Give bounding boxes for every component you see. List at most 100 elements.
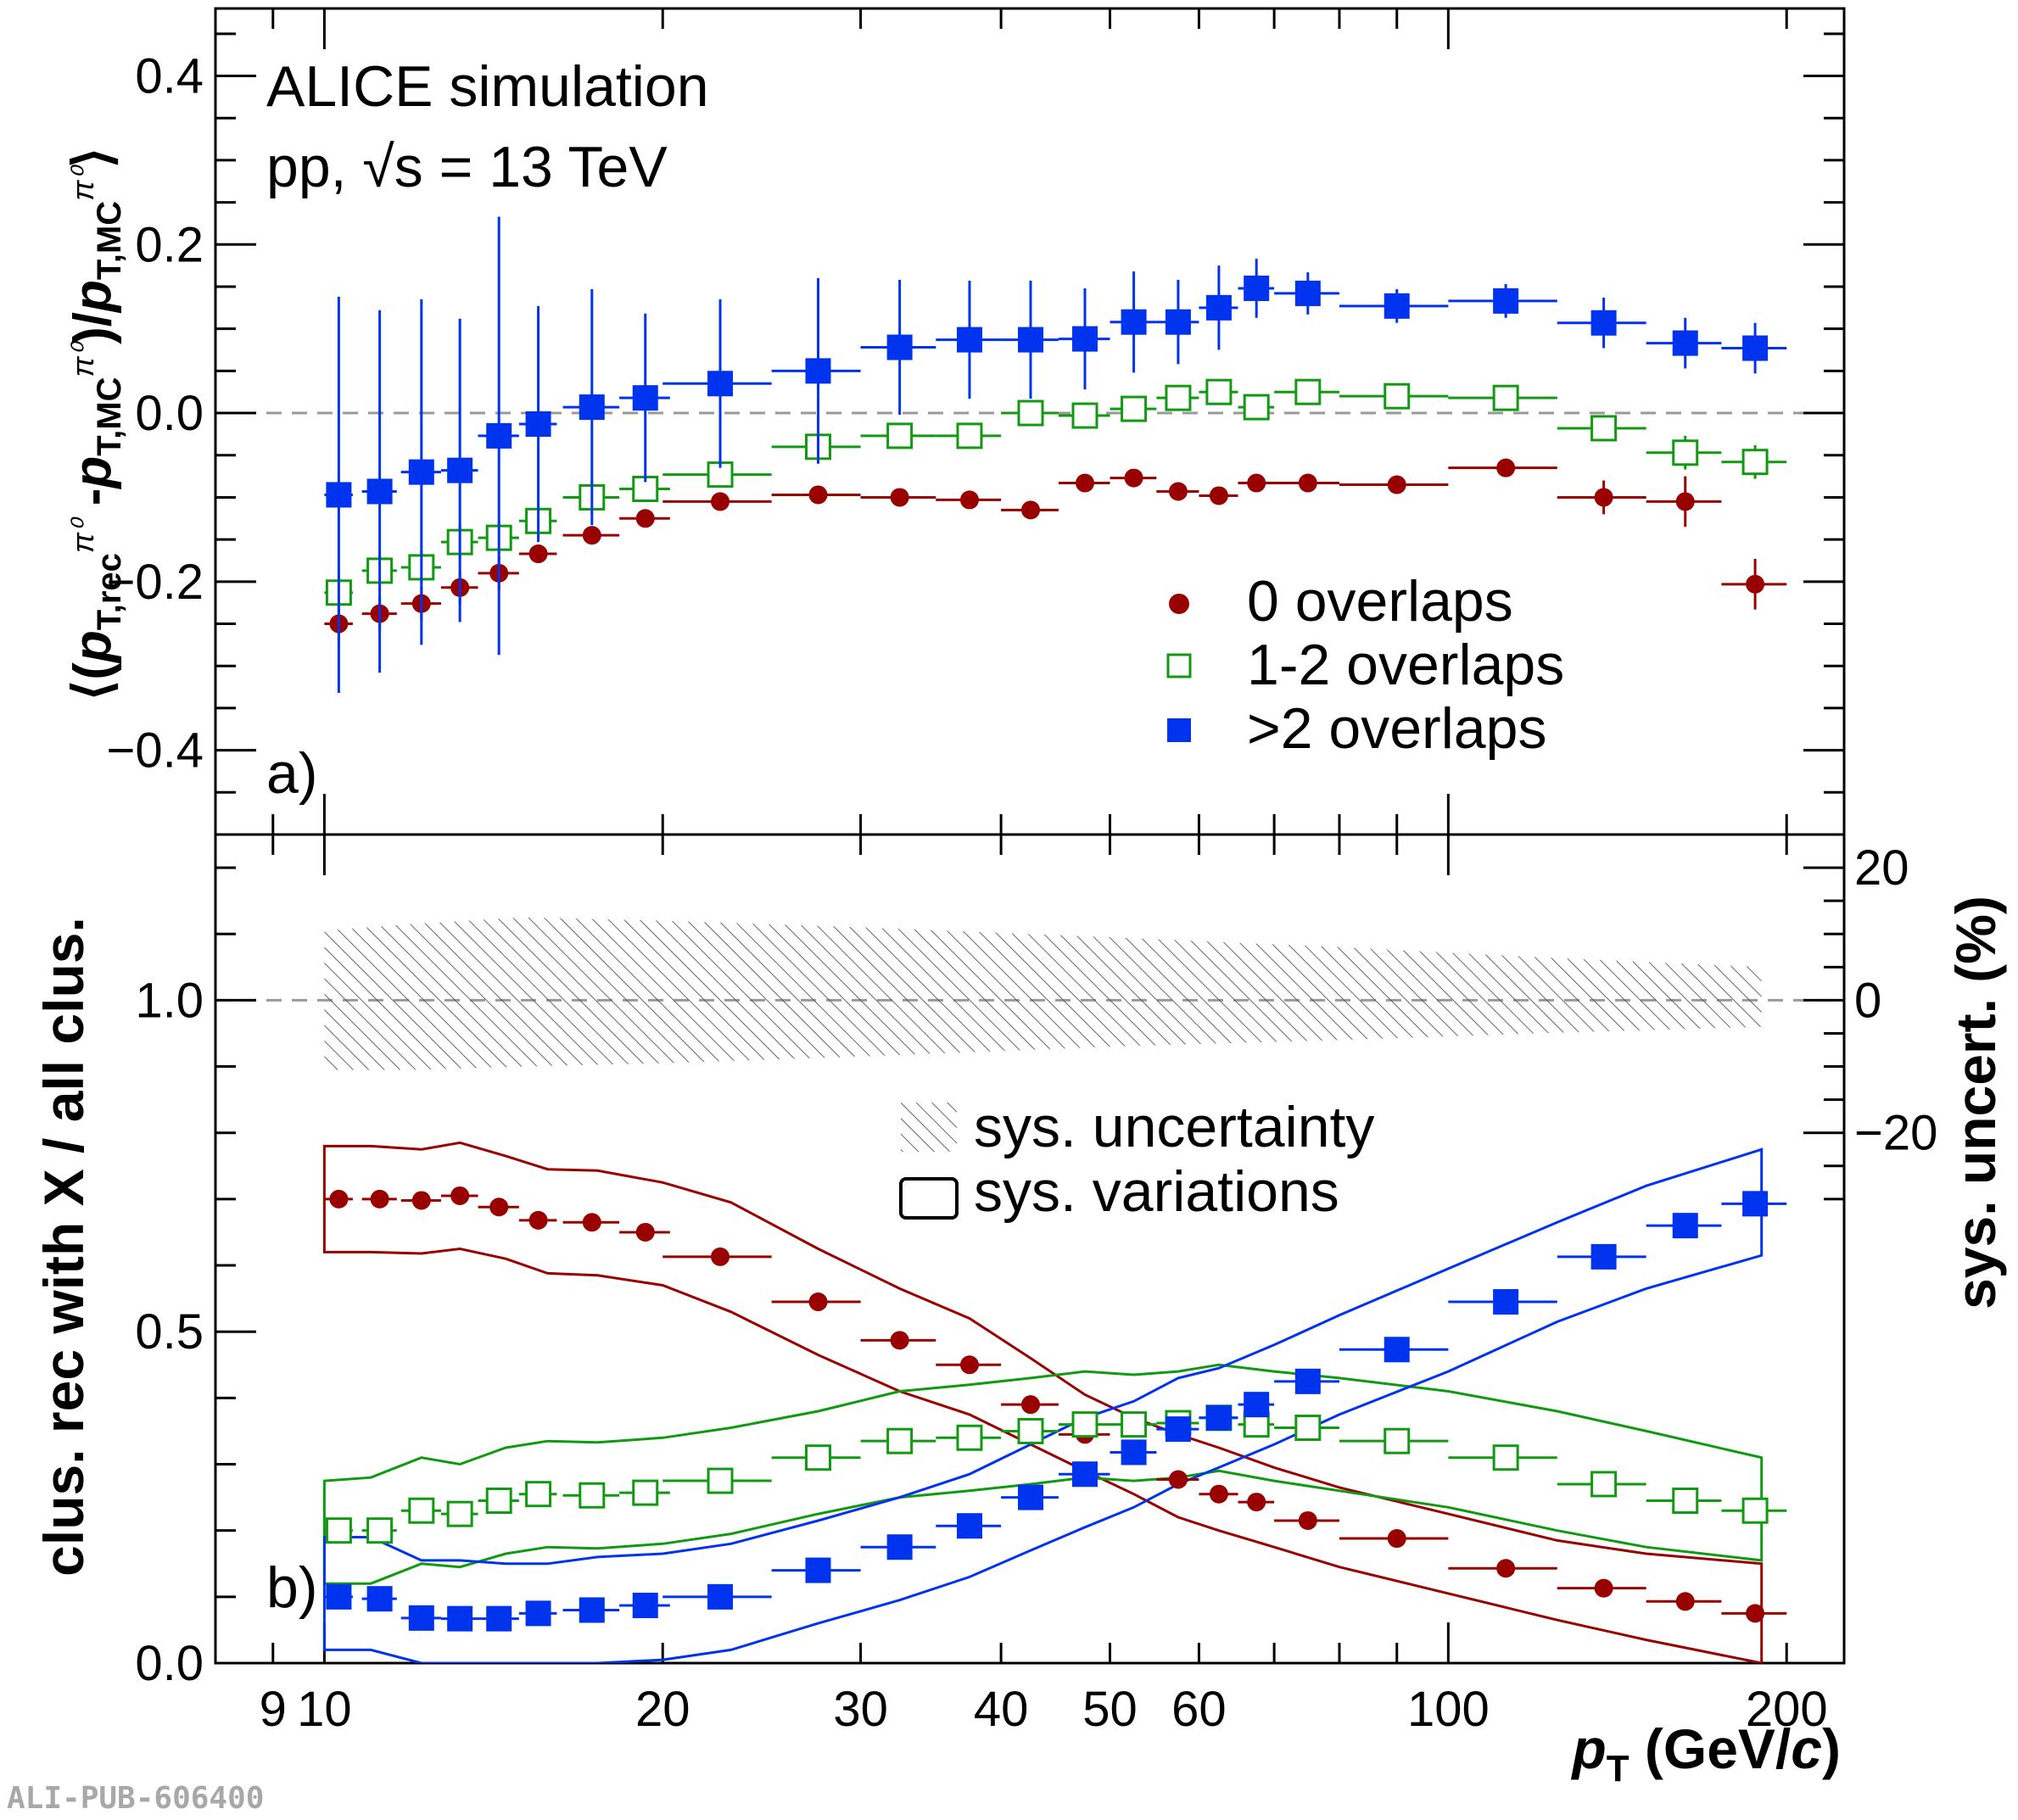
data-point (707, 371, 734, 397)
data-point (366, 1586, 393, 1612)
series-0-overlaps (324, 458, 1787, 641)
data-point (805, 1444, 832, 1471)
data-point (1247, 473, 1266, 493)
data-point (1672, 330, 1698, 356)
data-point (1244, 275, 1270, 301)
data-point (525, 1481, 552, 1508)
data-point (1672, 1213, 1698, 1239)
data-point (1165, 1416, 1191, 1443)
data-point (1590, 1471, 1618, 1498)
top-y-tick-label: −0.4 (107, 723, 204, 779)
x-tick-label: 40 (974, 1682, 1029, 1737)
data-point (408, 459, 434, 485)
svg-text:⟨(pT,recπ⁰ -pT,MCπ⁰)/pT,MCπ⁰⟩: ⟨(pT,recπ⁰ -pT,MCπ⁰)/pT,MCπ⁰⟩ (64, 148, 128, 701)
data-point (582, 1213, 601, 1232)
x-axis-title: pT (GeV/c) (1570, 1717, 1841, 1789)
data-point (635, 1222, 655, 1242)
top-panel-label: a) (266, 741, 317, 806)
legend-label-0-overlaps: 0 overlaps (1247, 569, 1513, 634)
data-point (1075, 473, 1094, 493)
data-point (408, 1497, 435, 1524)
data-point (1496, 1559, 1516, 1578)
legend-hatch-swatch (901, 1103, 957, 1152)
data-point (1017, 399, 1044, 427)
data-point (808, 485, 828, 505)
sys-uncertainty-band (324, 917, 1762, 1070)
x-tick-label: 50 (1082, 1682, 1138, 1737)
data-point (525, 410, 551, 437)
data-point (890, 488, 909, 507)
y2-tick-label: −20 (1854, 1106, 1937, 1161)
data-point (525, 1600, 551, 1627)
legend-label-sys-variations: sys. variations (974, 1159, 1339, 1224)
data-point (1121, 395, 1148, 422)
data-point (886, 1534, 913, 1560)
data-point (1387, 475, 1406, 494)
top-y-axis-title: ⟨(pT,recπ⁰ -pT,MCπ⁰)/pT,MCπ⁰⟩ (64, 148, 128, 701)
top-y-tick-label: −0.2 (107, 555, 204, 610)
data-point (1590, 1243, 1617, 1270)
data-point (1492, 1444, 1519, 1471)
legend-label-gt2-overlaps: >2 overlaps (1247, 696, 1546, 761)
legend-label-sys-uncertainty: sys. uncertainty (974, 1095, 1374, 1159)
top-y-tick-label: 0.0 (135, 386, 204, 441)
data-point (1672, 1488, 1699, 1515)
data-point (1742, 335, 1769, 361)
data-point (1165, 309, 1191, 335)
data-point (956, 422, 983, 449)
data-point (1492, 384, 1519, 411)
data-point (370, 1189, 389, 1209)
secondary-y-axis-title: sys. uncert. (%) (1944, 896, 2007, 1309)
data-point (956, 327, 982, 353)
data-point (1168, 1470, 1188, 1489)
data-point (486, 1605, 512, 1632)
bottom-y-axis-title: clus. rec with X / all clus. (32, 917, 95, 1577)
data-point (1496, 458, 1516, 477)
data-point (1165, 384, 1192, 411)
data-point (707, 1583, 734, 1610)
series-0-overlaps (324, 1186, 1787, 1623)
data-point (1594, 1578, 1613, 1598)
data-point (1124, 468, 1143, 488)
data-point (1294, 1368, 1321, 1394)
data-point (1121, 1411, 1148, 1438)
data-point (1168, 482, 1188, 501)
data-point (582, 526, 601, 545)
legend-box-swatch (899, 1177, 959, 1220)
sys-uncertainty-band-layer (324, 917, 1762, 1070)
data-point (579, 394, 605, 421)
bottom-y-tick-label: 0.0 (135, 1636, 204, 1691)
legend-marker-0-overlaps (1169, 594, 1189, 614)
data-point (366, 1517, 394, 1544)
sys-variation-envelope (322, 1141, 1764, 1663)
data-point (959, 490, 979, 510)
data-point (632, 385, 658, 411)
series-1-2-overlaps (324, 1404, 1787, 1544)
data-point (711, 492, 730, 511)
bottom-panel-frame (214, 833, 1846, 1665)
top-y-tick-label: 0.2 (135, 217, 204, 272)
legend-marker-gt2-overlaps (1167, 718, 1191, 742)
y2-tick-label: 20 (1854, 840, 1909, 896)
top-y-tick-label: 0.4 (135, 49, 204, 104)
data-point (1209, 486, 1228, 505)
x-tick-label: 60 (1171, 1682, 1227, 1737)
data-point (1020, 500, 1040, 520)
data-point (1205, 1404, 1232, 1431)
data-point (528, 1210, 548, 1230)
series--2-overlaps (324, 216, 1787, 694)
data-point (632, 1593, 658, 1619)
data-point (808, 1292, 828, 1312)
x-tick-label: 100 (1407, 1682, 1490, 1737)
data-point (1298, 473, 1317, 493)
data-point (886, 1427, 914, 1454)
data-point (890, 1331, 909, 1350)
data-point (1741, 449, 1769, 476)
data-point (1493, 288, 1519, 314)
data-point (446, 1500, 473, 1527)
data-point (325, 1517, 352, 1544)
top-legend: 0 overlaps 1-2 overlaps >2 overlaps (1166, 569, 1564, 761)
bottom-y-tick-label: 1.0 (135, 973, 204, 1028)
data-point (447, 1605, 473, 1632)
